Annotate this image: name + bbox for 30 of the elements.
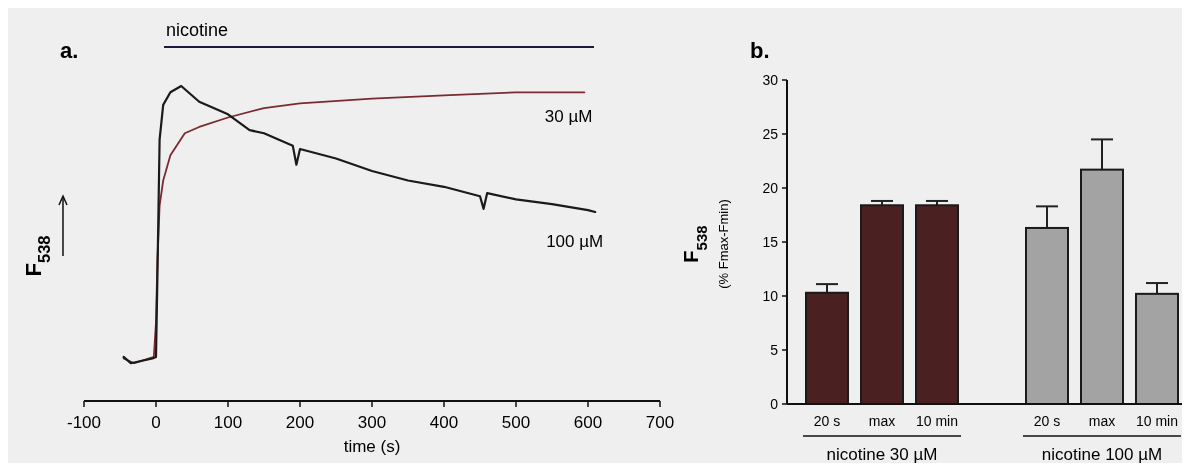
x-tick-label: 0 (151, 413, 161, 432)
x-tick-label: 10 min (915, 413, 959, 429)
series-label: 30 µM (544, 107, 593, 127)
x-tick-label: 10 min (1135, 413, 1179, 429)
x-tick-label: 600 (573, 413, 603, 432)
x-tick-label: 100 (213, 413, 243, 432)
y-tick-label: 15 (762, 234, 779, 250)
x-tick-label: 700 (645, 413, 675, 432)
text: nicotine 30 µM (826, 445, 938, 464)
y-tick-label: 30 (762, 72, 779, 88)
y-tick-label: 20 (762, 180, 779, 196)
chart-title: a. (60, 38, 79, 63)
y-tick-label: 25 (762, 126, 779, 142)
x-tick-label: 400 (429, 413, 459, 432)
x-tick-label: -100 (66, 413, 102, 432)
x-axis-title: time (s) (343, 437, 401, 456)
y-tick-label: 0 (770, 396, 779, 412)
series-label: 100 µM (546, 232, 604, 251)
text: nicotine (166, 20, 229, 40)
y-tick-label: 5 (770, 342, 779, 358)
x-tick-label: 300 (357, 413, 387, 432)
text: nicotine 100 µM (1041, 445, 1163, 464)
x-tick-label: 200 (285, 413, 315, 432)
x-tick-label: 20 s (1033, 413, 1061, 429)
x-tick-label: 20 s (813, 413, 841, 429)
y-tick-label: 10 (762, 288, 779, 304)
x-tick-label: max (868, 413, 896, 429)
x-tick-label: 500 (501, 413, 531, 432)
x-tick-label: max (1088, 413, 1116, 429)
chart-title: b. (750, 38, 770, 63)
